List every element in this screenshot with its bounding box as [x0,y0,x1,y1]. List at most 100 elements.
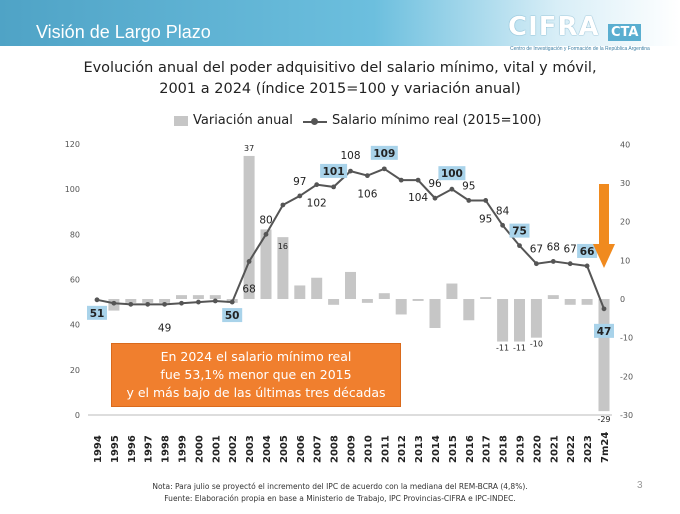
salary-point [297,193,303,199]
logo-subtitle: Centro de Investigación y Formación de l… [510,46,650,52]
x-axis-tick-label: 1995 [110,435,121,463]
variation-bar [142,299,154,303]
left-axis-tick-label: 100 [65,185,80,194]
variation-bar [514,299,525,342]
x-axis-tick-label: 2022 [566,435,577,463]
variation-bar [125,299,137,303]
variation-bar [345,271,356,299]
x-axis-tick-label: 2014 [431,435,442,463]
variation-bar [395,299,407,315]
variation-bar [412,299,424,301]
x-axis-tick-label: 2015 [448,435,459,463]
right-axis-tick-label: 20 [620,218,630,227]
salary-point [415,177,421,183]
line-value-label: 101 [323,166,345,178]
x-axis-tick-label: 2001 [211,435,222,463]
header-bar: Visión de Largo Plazo CIFRA CTA Centro d… [0,0,680,52]
value-highlight-box [320,163,348,178]
salary-point [128,301,134,307]
variation-bar [497,299,509,342]
x-axis-tick-label: 2011 [380,435,391,463]
value-highlight-box [370,145,398,160]
salary-point [534,261,539,267]
right-axis-tick-label: 0 [620,295,625,304]
salary-point [601,306,607,312]
line-value-label: 102 [307,198,327,210]
x-axis-tick-label: 2023 [583,435,594,463]
cifra-logo: CIFRA CTA Centro de Investigación y Form… [508,12,658,58]
line-value-label: 51 [90,308,105,320]
salary-point [111,300,117,306]
variation-bar [530,299,542,338]
variation-bar [446,283,458,299]
x-axis-tick-label: 2020 [532,435,543,463]
line-value-label: 67 [530,244,543,256]
right-axis-tick-label: -10 [620,334,633,343]
line-value-label: 109 [373,148,395,160]
line-value-label: 104 [408,192,428,204]
variation-bar [547,295,559,299]
x-axis-tick-label: 2016 [465,435,476,463]
right-axis-tick-label: 40 [620,140,630,149]
x-axis-tick-label: 2021 [549,435,560,463]
line-value-label: 47 [597,326,612,338]
line-value-label: 84 [496,205,510,217]
salary-point [500,222,505,228]
callout-line-1: En 2024 el salario mínimo real [160,349,352,364]
x-axis-tick-label: 1994 [93,435,104,463]
variation-bar [361,299,373,303]
chart-legend: Variación anual Salario mínimo real (201… [0,112,680,130]
variation-bar [209,295,221,299]
salary-point [466,198,472,203]
x-axis-tick-label: 2009 [347,435,358,463]
value-highlight-box [594,323,614,338]
line-value-label: 100 [441,168,463,180]
logo-suffix: CTA [608,24,642,41]
callout-box: En 2024 el salario mínimo real fue 53,1%… [111,343,401,407]
left-axis-tick-label: 60 [70,276,80,285]
salary-point [449,186,455,192]
x-axis-tick-label: 7m24 [600,432,611,463]
x-axis-tick-label: 2003 [245,435,256,463]
salary-point [263,231,269,237]
line-value-label: 108 [340,150,360,162]
salary-point [246,259,252,264]
salary-point [381,166,387,172]
chart-title: Evolución anual del poder adquisitivo de… [60,58,620,100]
variation-bar [463,299,475,321]
x-axis-tick-label: 2006 [296,435,307,463]
value-highlight-box [438,166,466,181]
line-value-label: 96 [428,178,442,190]
right-axis-tick-label: -20 [620,372,633,381]
salary-point [550,259,556,264]
salary-point [145,301,151,307]
line-value-label: 106 [357,189,377,201]
x-axis-tick-label: 2008 [330,435,341,463]
x-axis-tick-label: 2005 [279,435,290,463]
chart-note: Nota: Para julio se proyectó el incremen… [152,482,528,491]
variation-bar [328,299,340,305]
line-value-label: 95 [479,213,492,225]
line-value-label: 80 [259,214,272,226]
variation-bar [598,299,610,412]
variation-bar [260,229,272,299]
salary-point [483,198,489,203]
value-highlight-box [509,223,530,238]
bar-value-label: -11 [496,344,509,353]
x-axis-tick-label: 2017 [482,435,493,463]
salary-point [567,261,573,267]
line-value-label: 67 [564,244,577,256]
right-axis-tick-label: -30 [620,411,633,420]
trend-arrow-head [593,244,615,268]
salary-point [365,173,370,179]
legend-bar-swatch [174,116,188,126]
salary-point [162,301,168,307]
legend-bar-label: Variación anual [193,113,293,128]
logo-text: CIFRA [508,12,600,42]
x-axis-tick-label: 1997 [144,435,155,463]
variation-bar [564,299,576,305]
bar-value-label: -11 [513,344,526,353]
line-value-label: 66 [580,246,595,258]
variation-bar [277,237,289,299]
